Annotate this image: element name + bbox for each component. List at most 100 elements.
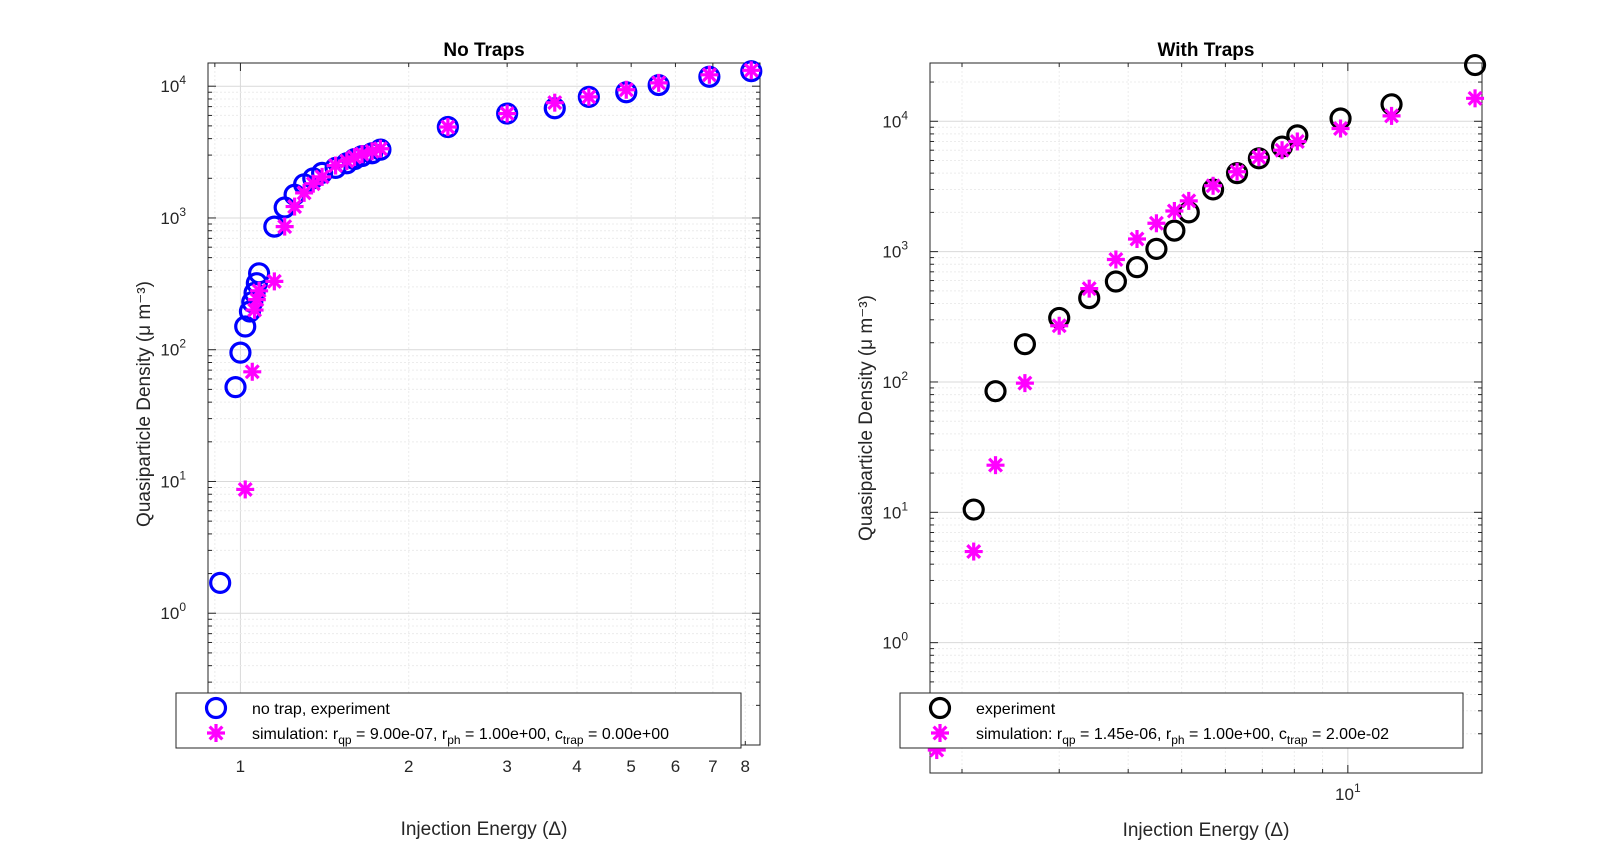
data-point bbox=[986, 456, 1005, 475]
y-tick-label-exp: 4 bbox=[179, 73, 186, 87]
x-axis-label: Injection Energy (Δ) bbox=[1123, 820, 1290, 841]
data-point bbox=[498, 104, 517, 123]
data-point bbox=[265, 272, 284, 291]
data-point bbox=[1015, 374, 1034, 393]
x-tick-label: 7 bbox=[708, 757, 717, 776]
data-point bbox=[1106, 250, 1125, 269]
x-tick-label: 3 bbox=[502, 757, 511, 776]
legend-text-part: = 2.00e-02 bbox=[1308, 726, 1390, 743]
data-point bbox=[1463, 53, 1487, 77]
legend-text-part: = 0.00e+00 bbox=[584, 726, 670, 743]
data-point bbox=[1080, 279, 1099, 298]
asterisk-stroke bbox=[1129, 231, 1145, 247]
y-tick-label: 102 bbox=[882, 369, 908, 392]
data-point bbox=[1128, 229, 1147, 248]
chart-title: With Traps bbox=[1158, 40, 1255, 61]
data-point bbox=[1147, 214, 1166, 233]
y-axis-label: Quasiparticle Density (μ m⁻³) bbox=[134, 281, 155, 527]
y-tick-label-base: 10 bbox=[882, 503, 901, 522]
data-point bbox=[275, 217, 294, 236]
asterisk-stroke bbox=[1166, 203, 1182, 219]
asterisk-stroke bbox=[1181, 193, 1197, 209]
data-point bbox=[285, 197, 304, 216]
data-point bbox=[234, 315, 257, 338]
y-tick-label: 101 bbox=[882, 499, 908, 522]
y-tick-label-base: 10 bbox=[882, 634, 901, 653]
data-point bbox=[243, 362, 262, 381]
legend-text-part: = 1.45e-06, r bbox=[1076, 726, 1172, 743]
asterisk-stroke bbox=[208, 725, 224, 741]
data-point bbox=[438, 118, 457, 137]
data-point bbox=[1288, 132, 1307, 151]
data-point bbox=[984, 380, 1007, 403]
y-tick-label-exp: 3 bbox=[901, 239, 908, 253]
grid bbox=[208, 63, 760, 745]
data-point bbox=[700, 65, 719, 84]
data-point bbox=[649, 73, 668, 92]
legend-subscript: trap bbox=[563, 733, 584, 747]
asterisk-stroke bbox=[1384, 108, 1400, 124]
asterisk-stroke bbox=[547, 95, 563, 111]
asterisk-stroke bbox=[1205, 178, 1221, 194]
asterisk-stroke bbox=[244, 364, 260, 380]
data-point bbox=[236, 480, 255, 499]
data-point bbox=[617, 80, 636, 99]
data-point bbox=[964, 542, 983, 561]
data-point bbox=[1228, 162, 1247, 181]
legend-subscript: qp bbox=[1062, 733, 1076, 747]
asterisk-stroke bbox=[1467, 90, 1483, 106]
data-point bbox=[436, 115, 459, 139]
data-point bbox=[1382, 106, 1401, 125]
data-point bbox=[928, 696, 952, 720]
asterisk-stroke bbox=[1081, 281, 1097, 297]
asterisk-stroke bbox=[499, 106, 515, 122]
y-tick-label-base: 10 bbox=[160, 209, 179, 228]
y-tick-label: 104 bbox=[160, 73, 186, 96]
y-tick-label: 103 bbox=[882, 239, 908, 262]
data-point bbox=[224, 376, 247, 399]
x-tick-label: 2 bbox=[404, 757, 413, 776]
data-point bbox=[1331, 119, 1350, 138]
y-tick-label-exp: 0 bbox=[901, 630, 908, 644]
y-tick-label-exp: 4 bbox=[901, 108, 908, 122]
asterisk-stroke bbox=[743, 62, 759, 78]
chart-title: No Traps bbox=[443, 40, 524, 61]
legend-entry-label: no trap, experiment bbox=[252, 701, 390, 718]
legend-subscript: trap bbox=[1287, 733, 1308, 747]
data-point bbox=[1204, 176, 1223, 195]
legend-subscript: ph bbox=[1171, 733, 1184, 747]
data-point bbox=[229, 341, 252, 364]
asterisk-stroke bbox=[1333, 121, 1349, 137]
data-point bbox=[204, 696, 228, 720]
asterisk-stroke bbox=[1289, 133, 1305, 149]
y-tick-label: 102 bbox=[160, 337, 186, 360]
legend-text-part: simulation: r bbox=[976, 726, 1063, 743]
asterisk-stroke bbox=[372, 141, 388, 157]
x-tick-label: 6 bbox=[671, 757, 680, 776]
data-point bbox=[250, 281, 269, 300]
asterisk-stroke bbox=[440, 119, 456, 135]
y-tick-label: 100 bbox=[160, 600, 186, 623]
x-tick-label: 101 bbox=[1335, 781, 1361, 804]
x-tick-label: 8 bbox=[741, 757, 750, 776]
y-tick-label-exp: 2 bbox=[901, 369, 908, 383]
x-tick-label-base: 10 bbox=[1335, 785, 1354, 804]
data-point bbox=[1165, 201, 1184, 220]
y-axis-label: Quasiparticle Density (μ m⁻³) bbox=[856, 295, 877, 541]
x-axis-label: Injection Energy (Δ) bbox=[401, 819, 568, 840]
asterisk-stroke bbox=[618, 82, 634, 98]
data-point bbox=[371, 139, 390, 158]
data-point bbox=[1273, 141, 1292, 160]
legend-entry-label: simulation: rqp = 1.45e-06, rph = 1.00e+… bbox=[976, 726, 1389, 747]
x-tick-label: 4 bbox=[572, 757, 581, 776]
data-point bbox=[1179, 191, 1198, 210]
asterisk-stroke bbox=[287, 199, 303, 215]
asterisk-stroke bbox=[1229, 164, 1245, 180]
asterisk-stroke bbox=[1251, 149, 1267, 165]
data-point bbox=[1145, 237, 1168, 260]
data-point bbox=[577, 85, 600, 108]
ticks bbox=[208, 63, 760, 745]
legend-text-part: = 9.00e-07, r bbox=[352, 726, 448, 743]
asterisk-stroke bbox=[932, 725, 948, 741]
